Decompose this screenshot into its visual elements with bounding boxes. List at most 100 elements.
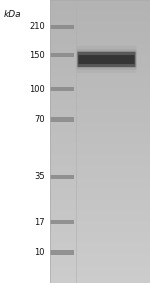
Text: 10: 10 [34,248,45,257]
Bar [50,140,150,142]
Bar [50,103,150,105]
Bar [50,11,150,13]
Bar [50,205,150,207]
Bar [50,151,150,153]
Bar [50,139,150,140]
Bar [50,221,150,222]
Bar [50,219,150,221]
Bar [50,171,150,173]
Bar [50,25,150,27]
Bar [50,34,150,35]
Bar [50,42,150,44]
Bar [50,45,150,47]
Text: 35: 35 [34,172,45,181]
Bar [50,6,150,7]
Bar [50,222,150,224]
Bar [50,266,150,267]
Bar [50,30,150,31]
Bar [50,233,150,235]
Bar [50,236,150,238]
Bar [50,95,150,96]
Bar [50,33,150,34]
Bar [50,241,150,242]
Bar [50,177,150,178]
Bar [50,200,150,201]
Bar [50,129,150,130]
Bar [50,249,150,250]
Bar [50,226,150,228]
Bar [50,61,150,62]
Bar [50,136,150,137]
Bar [50,191,150,192]
Bar [50,153,150,154]
Bar [50,157,150,158]
Bar [50,81,150,82]
Bar [50,44,150,45]
Bar [50,72,150,74]
Bar [50,250,150,252]
Bar [50,263,150,265]
Bar [50,109,150,110]
Bar [50,160,150,161]
Bar [50,3,150,4]
Bar [50,20,150,21]
Bar [50,62,150,64]
Bar [50,21,150,23]
Bar [50,47,150,48]
Bar [50,7,150,8]
Bar [50,50,150,51]
Bar [50,38,150,40]
Bar [50,79,150,81]
Bar [50,272,150,273]
Bar [50,197,150,198]
Bar [50,246,150,248]
Bar [50,181,150,183]
Text: 150: 150 [29,51,45,60]
Bar [50,220,74,224]
Bar [50,214,150,215]
Bar [50,277,150,279]
Bar [50,13,150,14]
Bar [50,218,150,219]
Bar [50,132,150,133]
Bar [50,105,150,106]
Bar [50,228,150,229]
Bar [50,183,150,184]
Bar [50,92,150,93]
FancyBboxPatch shape [76,46,136,73]
Bar [50,126,150,127]
Bar [50,0,150,1]
Bar [50,31,150,33]
Bar [50,58,150,59]
Text: 100: 100 [29,85,45,94]
Bar [50,174,150,175]
FancyBboxPatch shape [76,49,136,70]
Bar [50,211,150,212]
Bar [50,204,150,205]
Bar [50,119,150,120]
Bar [50,212,150,214]
Bar [50,243,150,245]
Bar [50,231,150,232]
Text: 210: 210 [29,22,45,31]
Bar [50,85,150,86]
Bar [50,24,150,25]
Bar [50,194,150,195]
Bar [50,87,74,91]
Bar [50,242,150,243]
Bar [50,260,150,262]
Bar [50,275,150,276]
Bar [50,100,150,102]
FancyBboxPatch shape [76,51,136,68]
Bar [50,192,150,194]
Bar [50,258,150,259]
Bar [50,127,150,129]
Bar [50,74,150,75]
Bar [50,143,150,144]
Bar [50,67,150,68]
Bar [50,1,150,3]
Bar [50,25,74,29]
Bar [50,82,150,83]
Bar [50,48,150,50]
Bar [50,91,150,92]
